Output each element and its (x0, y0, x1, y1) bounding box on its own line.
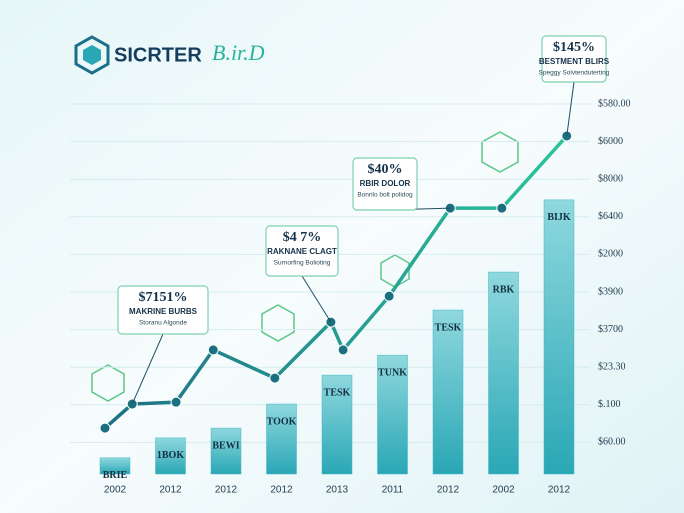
line-point (99, 422, 111, 434)
x-tick-label: 2002 (104, 485, 127, 496)
line-point (170, 396, 182, 408)
line-point (496, 202, 508, 214)
x-tick-label: 2012 (159, 485, 182, 496)
y-tick-label: $2000 (598, 249, 623, 260)
annotation-title: $40% (368, 162, 403, 177)
bar (266, 403, 297, 475)
bar-label: TUNK (378, 367, 407, 378)
annotation-subtitle: MAKRINE BURBS (129, 307, 198, 316)
x-tick-label: 2012 (215, 485, 238, 496)
bar-label: RBK (493, 284, 515, 295)
bar (99, 457, 131, 475)
annotation-note: Surnorfing Bolioting (274, 260, 331, 267)
annotation-note: Speggy Solvtenduterting (539, 70, 610, 77)
bar (543, 199, 575, 475)
bar-label: BRIE (103, 470, 128, 481)
annotation-box (265, 225, 339, 277)
bar (155, 437, 186, 475)
bar (432, 309, 464, 475)
annotation-title: $7151% (139, 290, 188, 305)
x-tick-label: 2012 (270, 485, 293, 496)
annotation-subtitle: RAKNANE CLAGT (267, 247, 337, 256)
x-tick-label: 2013 (326, 485, 349, 496)
leader-line (301, 275, 332, 323)
x-tick-label: 2011 (382, 485, 404, 496)
bar-label: BEWI (212, 440, 239, 451)
line-point (269, 372, 281, 384)
y-tick-label: $6400 (598, 211, 623, 222)
bar-label: TOOK (267, 416, 297, 427)
annotation-note: Bonrilo bolt polidog (357, 192, 413, 199)
logo-script: B.ir.D (212, 40, 265, 65)
leader-line (131, 333, 164, 405)
bar-label: TESK (435, 322, 462, 333)
y-tick-label: $.100 (598, 399, 621, 410)
y-tick-label: $3700 (598, 324, 623, 335)
leader-line (566, 81, 575, 137)
bar-label: BIJK (547, 212, 571, 223)
bar (210, 427, 242, 475)
y-tick-label: $23.30 (598, 361, 626, 372)
y-tick-label: $580.00 (598, 98, 631, 109)
y-tick-label: $60.00 (598, 437, 626, 448)
logo-text: SICRTER (114, 44, 202, 66)
annotation-title: $145% (553, 40, 595, 55)
annotation-box (541, 35, 607, 83)
annotation-note: Storanu Algonde (139, 320, 187, 327)
logo (74, 35, 110, 75)
y-tick-label: $6000 (598, 136, 623, 147)
annotation-box (352, 157, 418, 211)
bar (377, 354, 408, 475)
y-tick-label: $8000 (598, 173, 623, 184)
bar-label: 1BOK (157, 450, 184, 461)
annotation-box (117, 285, 209, 335)
y-tick-label: $3900 (598, 286, 623, 297)
annotation-subtitle: RBIR DOLOR (360, 179, 411, 188)
annotation-subtitle: BESTMENT BLIRS (539, 57, 610, 66)
bar (321, 374, 353, 475)
x-tick-label: 2012 (548, 485, 571, 496)
x-tick-label: 2002 (492, 485, 515, 496)
line-point (337, 344, 349, 356)
bar (488, 271, 519, 475)
line-point (383, 290, 395, 302)
line-point (207, 344, 219, 356)
bar-label: TESK (324, 387, 351, 398)
annotation-title: $4 7% (283, 230, 322, 245)
x-tick-label: 2012 (437, 485, 460, 496)
